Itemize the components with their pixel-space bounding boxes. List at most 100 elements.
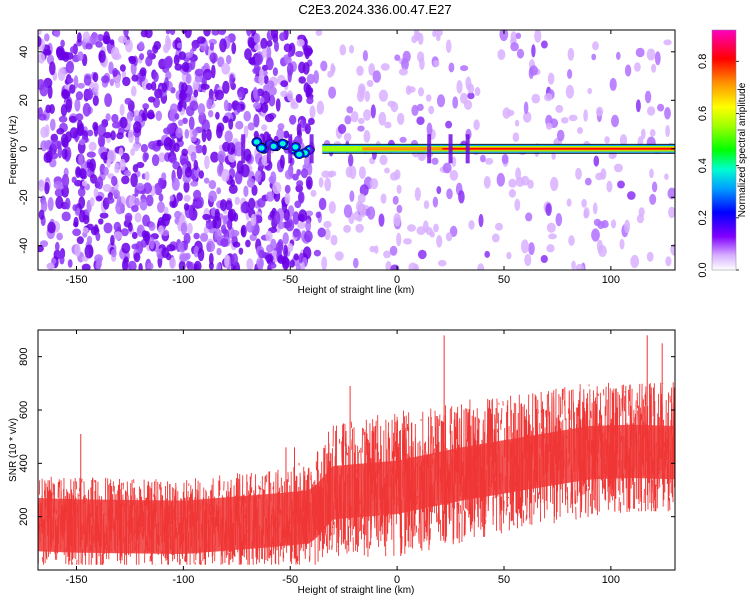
spectrogram-x-tick-label: 0 [394, 274, 400, 286]
spectrogram-cell [158, 152, 166, 163]
spectrogram-cell [425, 94, 432, 102]
spectrogram-cell [183, 180, 190, 193]
spectrogram-cell [234, 147, 244, 157]
spectrogram-cell [103, 222, 113, 234]
spectrogram-cell [93, 187, 99, 199]
spectrogram-cell [194, 144, 204, 154]
spectrogram-cell [524, 253, 532, 267]
spectrogram-cell [417, 152, 427, 161]
spectrogram-cell [251, 184, 258, 196]
spectrogram-cell [193, 89, 199, 98]
spectrogram-cell [227, 142, 236, 155]
spectrogram-cell [349, 44, 355, 54]
spectrogram-cell [222, 115, 229, 124]
spectrogram-cell [258, 249, 265, 259]
spectrogram-cell [510, 42, 519, 52]
spectrogram-cell [275, 98, 281, 112]
snr-x-tick-label: 50 [498, 574, 510, 586]
spectrogram-cell [180, 222, 188, 236]
spectrogram-cell [277, 221, 285, 230]
spectrogram-cell [64, 52, 74, 60]
snr-x-tick-label: 100 [602, 574, 620, 586]
spectrogram-cell [165, 55, 173, 68]
spectrogram-cell [445, 120, 453, 129]
spectrogram-cell [363, 109, 372, 121]
spectrogram-cell [206, 128, 212, 142]
spectrogram-cell [286, 243, 294, 253]
colorbar-tick-label: 0.6 [697, 106, 709, 121]
spectrogram-cell [169, 195, 175, 202]
spectrogram-cell [224, 254, 230, 268]
spectrogram-cell [203, 177, 210, 184]
spectrogram-cell [73, 75, 79, 89]
spectrogram-cell [144, 30, 153, 39]
snr-series-body [38, 424, 675, 554]
spectrogram-cell [309, 105, 316, 119]
spectrogram-cell [433, 60, 440, 68]
spectrogram-cell [144, 152, 150, 161]
spectrogram-cell [229, 73, 235, 87]
spectrogram-cell [384, 167, 390, 174]
spectrogram-cell [192, 79, 199, 92]
spectrogram-cell [436, 235, 443, 248]
spectrogram-cell [292, 173, 299, 181]
spectrogram-cell [158, 225, 164, 235]
spectrogram-cell [491, 233, 500, 243]
spectrogram-cell [98, 50, 106, 63]
spectrogram-cell [202, 144, 207, 156]
spectrogram-cell [231, 229, 240, 237]
spectrogram-cell [484, 250, 491, 258]
spectrogram-cell [253, 102, 262, 110]
spectrogram-cell [177, 101, 183, 112]
spectrogram-cell [61, 89, 70, 100]
spectrogram-cell [184, 166, 192, 178]
spectrogram-cell [119, 158, 126, 171]
spectrogram-cell [93, 123, 99, 137]
spectrogram-cell [45, 150, 53, 163]
spectrogram-cell [104, 93, 112, 107]
spectrogram-x-tick-label: -150 [65, 274, 87, 286]
spectrogram-cell [525, 212, 533, 222]
spectrogram-cell [265, 254, 274, 263]
spectrogram-cell [46, 262, 55, 270]
spectrogram-cell [566, 198, 572, 207]
spectrogram-cell [226, 220, 232, 229]
spectrogram-cell [353, 257, 359, 269]
spectrogram-cell [389, 245, 398, 256]
spectrogram-cell [592, 41, 599, 51]
spectrogram-cell [483, 176, 491, 189]
spectrogram-cell [81, 263, 91, 270]
spectrogram-cell [460, 92, 468, 104]
spectrogram-cell [122, 258, 129, 270]
spectrogram-cell [76, 236, 84, 245]
spectrogram-cell [84, 90, 94, 100]
spectrogram-cell [38, 35, 42, 48]
spectrogram-cell [245, 239, 251, 248]
spectrogram-cell [161, 82, 168, 93]
burst-mark [288, 134, 293, 164]
spectrogram-cell [283, 130, 290, 139]
spectrogram-cell [136, 182, 145, 192]
spectrogram-cell [411, 104, 419, 116]
spectrogram-cell [591, 53, 597, 61]
snr-x-tick-label: -50 [282, 574, 298, 586]
spectrogram-cell [649, 129, 656, 137]
spectrogram-cell [121, 175, 130, 185]
spectrogram-cell [665, 256, 672, 267]
spectrogram-cell [575, 263, 585, 270]
spectrogram-cell [265, 230, 273, 242]
spectrogram-cell [178, 51, 186, 60]
spectrogram-cell [346, 106, 354, 114]
spectrogram-cell [419, 57, 425, 70]
spectrogram-cell [91, 32, 99, 45]
spectrogram-cell [423, 200, 430, 210]
snr-x-label: Height of straight line (km) [298, 585, 415, 596]
spectrogram-cell [67, 259, 73, 268]
spectrogram-cell [208, 253, 214, 265]
spectrogram-cell [452, 96, 459, 109]
spectrogram-cell [357, 83, 366, 96]
spectrogram-cell [112, 189, 120, 198]
spectrogram-cell [110, 234, 115, 246]
spectrogram-cell [203, 72, 213, 79]
spectrogram-cell [284, 169, 294, 180]
